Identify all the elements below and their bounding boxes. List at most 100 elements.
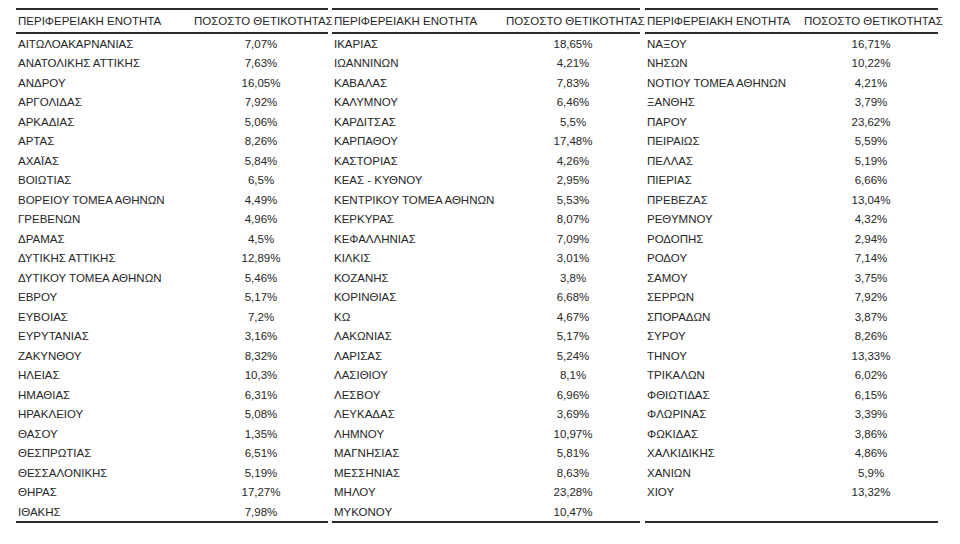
table-row: ΖΑΚΥΝΘΟΥ8,32% [16, 346, 328, 366]
region-name: ΞΑΝΘΗΣ [645, 96, 804, 108]
positivity-value: 2,94% [804, 233, 938, 245]
region-name: ΗΡΑΚΛΕΙΟΥ [16, 408, 194, 420]
region-name: ΒΟΡΕΙΟΥ ΤΟΜΕΑ ΑΘΗΝΩΝ [16, 194, 194, 206]
region-name: ΡΟΔΟΠΗΣ [645, 233, 804, 245]
region-name: ΜΕΣΣΗΝΙΑΣ [332, 467, 506, 479]
region-name: ΚΕΡΚΥΡΑΣ [332, 213, 506, 225]
positivity-value: 23,28% [506, 486, 640, 498]
positivity-value: 8,63% [506, 467, 640, 479]
positivity-value: 4,86% [804, 447, 938, 459]
region-name: ΜΥΚΟΝΟΥ [332, 506, 506, 518]
region-name: ΕΥΡΥΤΑΝΙΑΣ [16, 330, 194, 342]
table-row: ΚΑΡΔΙΤΣΑΣ5,5% [332, 112, 640, 132]
positivity-value: 18,65% [506, 38, 640, 50]
table-row: ΚΑΒΑΛΑΣ7,83% [332, 73, 640, 93]
region-name: ΘΗΡΑΣ [16, 486, 194, 498]
region-name: ΔΥΤΙΚΗΣ ΑΤΤΙΚΗΣ [16, 252, 194, 264]
region-name: ΤΗΝΟΥ [645, 350, 804, 362]
region-name: ΘΕΣΠΡΩΤΙΑΣ [16, 447, 194, 459]
table-row: ΠΑΡΟΥ23,62% [645, 112, 938, 132]
table-row: ΝΑΞΟΥ16,71% [645, 34, 938, 54]
region-name: ΕΒΡΟΥ [16, 291, 194, 303]
positivity-value: 6,68% [506, 291, 640, 303]
positivity-value: 4,5% [194, 233, 328, 245]
table-row: ΞΑΝΘΗΣ3,79% [645, 93, 938, 113]
positivity-value: 12,89% [194, 252, 328, 264]
region-name: ΠΡΕΒΕΖΑΣ [645, 194, 804, 206]
positivity-value: 5,24% [506, 350, 640, 362]
positivity-value: 4,21% [804, 77, 938, 89]
positivity-value: 6,51% [194, 447, 328, 459]
table-row: ΙΘΑΚΗΣ7,98% [16, 502, 328, 522]
table-row: ΛΑΡΙΣΑΣ5,24% [332, 346, 640, 366]
positivity-value: 5,17% [194, 291, 328, 303]
positivity-value: 5,5% [506, 116, 640, 128]
table-row: ΙΚΑΡΙΑΣ18,65% [332, 34, 640, 54]
positivity-value: 10,3% [194, 369, 328, 381]
region-name: ΚΑΒΑΛΑΣ [332, 77, 506, 89]
positivity-value: 6,96% [506, 389, 640, 401]
table-row: ΦΛΩΡΙΝΑΣ3,39% [645, 405, 938, 425]
positivity-value: 8,07% [506, 213, 640, 225]
table-row: ΣΕΡΡΩΝ7,92% [645, 288, 938, 308]
positivity-value: 4,49% [194, 194, 328, 206]
positivity-value: 10,97% [506, 428, 640, 440]
table-row: ΜΕΣΣΗΝΙΑΣ8,63% [332, 463, 640, 483]
region-name: ΑΙΤΩΛΟΑΚΑΡΝΑΝΙΑΣ [16, 38, 194, 50]
region-name: ΘΕΣΣΑΛΟΝΙΚΗΣ [16, 467, 194, 479]
positivity-value: 7,98% [194, 506, 328, 518]
table-row: ΑΧΑΪΑΣ5,84% [16, 151, 328, 171]
region-name: ΛΗΜΝΟΥ [332, 428, 506, 440]
table-row: ΣΥΡΟΥ8,26% [645, 327, 938, 347]
positivity-value: 3,79% [804, 96, 938, 108]
region-column-header: ΠΕΡΙΦΕΡΕΙΑΚΗ ΕΝΟΤΗΤΑ [332, 15, 506, 27]
table-row: ΚΩ4,67% [332, 307, 640, 327]
positivity-value: 3,16% [194, 330, 328, 342]
region-name: ΑΝΑΤΟΛΙΚΗΣ ΑΤΤΙΚΗΣ [16, 57, 194, 69]
region-name: ΖΑΚΥΝΘΟΥ [16, 350, 194, 362]
region-name: ΠΑΡΟΥ [645, 116, 804, 128]
positivity-value: 8,1% [506, 369, 640, 381]
positivity-value: 6,31% [194, 389, 328, 401]
region-name: ΜΗΛΟΥ [332, 486, 506, 498]
table-row: ΔΥΤΙΚΟΥ ΤΟΜΕΑ ΑΘΗΝΩΝ5,46% [16, 268, 328, 288]
region-name: ΚΩ [332, 311, 506, 323]
table-row: ΚΕΝΤΡΙΚΟΥ ΤΟΜΕΑ ΑΘΗΝΩΝ5,53% [332, 190, 640, 210]
positivity-value: 3,01% [506, 252, 640, 264]
region-column-header: ΠΕΡΙΦΕΡΕΙΑΚΗ ΕΝΟΤΗΤΑ [645, 15, 804, 27]
positivity-value: 3,39% [804, 408, 938, 420]
table-row: ΗΡΑΚΛΕΙΟΥ5,08% [16, 405, 328, 425]
region-name: ΡΕΘΥΜΝΟΥ [645, 213, 804, 225]
region-name: ΒΟΙΩΤΙΑΣ [16, 174, 194, 186]
table-row: ΡΕΘΥΜΝΟΥ4,32% [645, 210, 938, 230]
positivity-value: 7,63% [194, 57, 328, 69]
table-row: ΑΡΚΑΔΙΑΣ5,06% [16, 112, 328, 132]
positivity-value: 5,9% [804, 467, 938, 479]
table-row: ΜΑΓΝΗΣΙΑΣ5,81% [332, 444, 640, 464]
region-name: ΦΘΙΩΤΙΔΑΣ [645, 389, 804, 401]
table-row: ΠΡΕΒΕΖΑΣ13,04% [645, 190, 938, 210]
region-name: ΕΥΒΟΙΑΣ [16, 311, 194, 323]
region-name: ΚΑΛΥΜΝΟΥ [332, 96, 506, 108]
positivity-value: 5,19% [804, 155, 938, 167]
positivity-value: 1,35% [194, 428, 328, 440]
table-row: ΚΕΑΣ - ΚΥΘΝΟΥ2,95% [332, 171, 640, 191]
region-name: ΙΘΑΚΗΣ [16, 506, 194, 518]
region-name: ΚΟΡΙΝΘΙΑΣ [332, 291, 506, 303]
region-name: ΘΑΣΟΥ [16, 428, 194, 440]
region-name: ΚΙΛΚΙΣ [332, 252, 506, 264]
positivity-value: 5,06% [194, 116, 328, 128]
region-name: ΠΕΙΡΑΙΩΣ [645, 135, 804, 147]
positivity-value: 6,46% [506, 96, 640, 108]
positivity-value: 6,5% [194, 174, 328, 186]
positivity-value: 5,59% [804, 135, 938, 147]
positivity-value: 23,62% [804, 116, 938, 128]
region-name: ΚΕΦΑΛΛΗΝΙΑΣ [332, 233, 506, 245]
positivity-value: 7,14% [804, 252, 938, 264]
region-name: ΔΥΤΙΚΟΥ ΤΟΜΕΑ ΑΘΗΝΩΝ [16, 272, 194, 284]
region-name: ΙΩΑΝΝΙΝΩΝ [332, 57, 506, 69]
region-name: ΧΑΛΚΙΔΙΚΗΣ [645, 447, 804, 459]
regional-table-group-1: ΠΕΡΙΦΕΡΕΙΑΚΗ ΕΝΟΤΗΤΑ ΠΟΣΟΣΤΟ ΘΕΤΙΚΟΤΗΤΑΣ… [16, 8, 328, 523]
table-row: ΠΕΛΛΑΣ5,19% [645, 151, 938, 171]
table-row: ΑΙΤΩΛΟΑΚΑΡΝΑΝΙΑΣ7,07% [16, 34, 328, 54]
